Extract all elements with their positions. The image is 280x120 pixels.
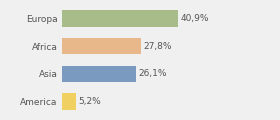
Bar: [62, 66, 136, 82]
Text: 26,1%: 26,1%: [138, 69, 167, 78]
Text: 27,8%: 27,8%: [143, 42, 171, 51]
Bar: [62, 10, 178, 27]
Bar: [62, 38, 141, 54]
Bar: [62, 93, 76, 110]
Text: 40,9%: 40,9%: [180, 14, 209, 23]
Text: 5,2%: 5,2%: [79, 97, 101, 106]
